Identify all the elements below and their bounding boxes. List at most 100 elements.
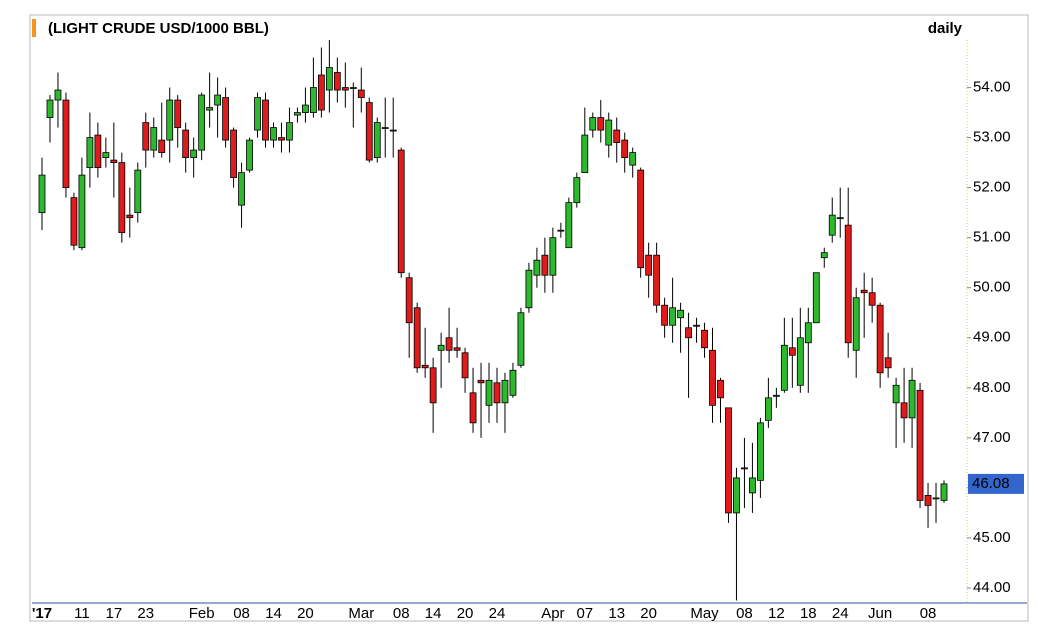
x-tick-label: 08 — [233, 605, 250, 622]
candle-body — [749, 477, 756, 494]
candle-body — [437, 344, 445, 351]
candle-body — [501, 379, 509, 404]
last-price-box — [968, 473, 1024, 494]
candle-body — [653, 254, 661, 306]
candle-body — [365, 102, 373, 161]
x-tick-label: 20 — [640, 605, 657, 622]
x-tick-label: Mar — [348, 605, 374, 622]
candle-body — [892, 384, 900, 404]
candle-body — [341, 87, 349, 91]
candle-body — [453, 347, 461, 351]
candle-body — [605, 119, 613, 146]
candle-body — [190, 149, 198, 159]
candle-body — [70, 197, 78, 246]
candle-body — [389, 129, 397, 132]
candle-body — [717, 379, 724, 399]
candle-body — [709, 349, 716, 406]
candle-body — [757, 422, 764, 481]
candle-body — [661, 304, 669, 326]
y-tick-label: 52.00 — [973, 179, 1011, 196]
candle-body — [118, 162, 126, 234]
y-tick-label: 48.00 — [973, 379, 1011, 396]
frame — [29, 14, 1029, 622]
y-tick-label: 54.00 — [973, 79, 1011, 96]
candle-body — [525, 269, 533, 309]
x-tick-label: 13 — [608, 605, 625, 622]
candle-body — [469, 392, 477, 424]
x-tick-label: Jun — [868, 605, 892, 622]
x-tick-label: '17 — [32, 605, 52, 622]
x-tick-label: 08 — [393, 605, 410, 622]
candle-body — [421, 364, 429, 369]
candle-body — [637, 169, 645, 269]
candle-body — [932, 497, 940, 500]
candle-body — [852, 297, 860, 351]
candle-body — [804, 322, 812, 344]
y-tick-label: 51.00 — [973, 229, 1011, 246]
candle-body — [900, 402, 908, 419]
candle-body — [725, 407, 732, 514]
y-tick-label: 53.00 — [973, 129, 1011, 146]
x-tick-label: 07 — [576, 605, 593, 622]
candle-body — [262, 99, 269, 141]
candle-body — [254, 97, 261, 131]
x-tick-label: Apr — [541, 605, 564, 622]
title-marker — [32, 19, 36, 37]
y-tick-label: 49.00 — [973, 329, 1011, 346]
candle-body — [820, 252, 828, 259]
candle-body — [294, 112, 301, 116]
candle-body — [214, 94, 222, 106]
candle-body — [317, 74, 325, 111]
candle-body — [812, 272, 820, 324]
x-tick-label: May — [690, 605, 719, 622]
candle-body — [629, 152, 637, 166]
candle-body — [549, 237, 557, 276]
candle-body — [533, 259, 541, 276]
candle-body — [381, 127, 389, 129]
candle-body — [78, 174, 86, 249]
candle-body — [302, 104, 309, 113]
y-tick-label: 50.00 — [973, 279, 1011, 296]
candle-body — [509, 369, 517, 396]
candle-body — [940, 483, 948, 501]
x-tick-label: 24 — [489, 605, 506, 622]
candle-body — [908, 379, 916, 419]
candle-body — [333, 72, 341, 91]
candle-body — [916, 389, 924, 501]
candle-body — [693, 324, 700, 327]
candle-body — [924, 495, 932, 506]
candle-body — [868, 292, 876, 306]
x-tick-label: 17 — [105, 605, 122, 622]
x-tick-label: 20 — [297, 605, 314, 622]
candle-body — [565, 202, 573, 249]
candle-body — [158, 139, 166, 153]
x-tick-label: 12 — [768, 605, 785, 622]
candle-body — [461, 352, 469, 379]
candle-body — [238, 172, 245, 206]
candle-body — [780, 344, 788, 391]
candle-body — [166, 99, 174, 141]
candle-body — [357, 89, 365, 98]
candle-body — [573, 177, 581, 204]
candle-body — [741, 467, 748, 470]
candle-body — [206, 107, 214, 111]
candle-body — [445, 337, 453, 351]
candle-body — [246, 139, 253, 171]
interval-label: daily — [928, 20, 963, 37]
candle-body — [86, 137, 94, 169]
candle-body — [701, 329, 708, 349]
candle-body — [860, 289, 868, 294]
candle-body — [286, 122, 293, 141]
candle-body — [309, 87, 317, 113]
candle-body — [493, 382, 501, 404]
candle-body — [677, 309, 684, 319]
candle-body — [182, 129, 190, 159]
x-tick-label: 14 — [425, 605, 442, 622]
candle-body — [174, 99, 182, 128]
candle-body — [613, 129, 621, 143]
candle-body — [876, 304, 884, 374]
candle-body — [541, 254, 549, 276]
x-tick-label: 18 — [800, 605, 817, 622]
candle-body — [270, 127, 277, 141]
candle-body — [796, 337, 804, 386]
